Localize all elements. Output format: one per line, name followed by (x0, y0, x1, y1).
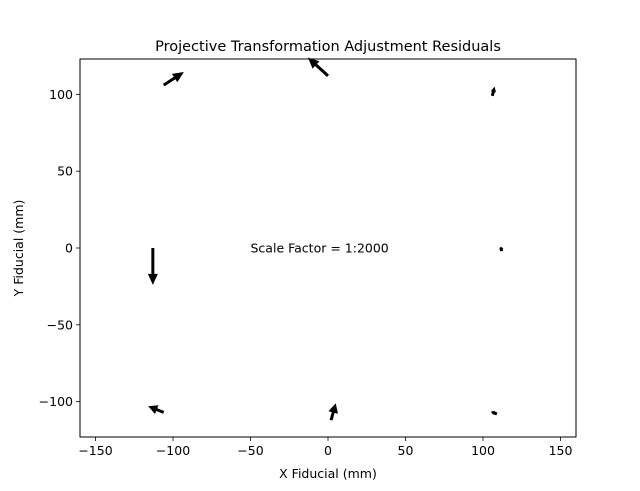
residual-arrow (162, 72, 184, 87)
plot-area: Scale Factor = 1:2000 (79, 57, 577, 438)
x-tick-label: −50 (237, 443, 263, 458)
arrow-group (147, 57, 504, 421)
residual-arrow (147, 248, 158, 285)
x-tick-label: 0 (324, 443, 332, 458)
residual-arrow (490, 86, 496, 97)
y-tick-label: −50 (47, 317, 73, 332)
y-tick-label: 0 (65, 241, 73, 256)
plot-frame (79, 58, 577, 438)
residual-arrow (490, 410, 498, 416)
y-tick-label: 50 (57, 164, 73, 179)
x-tick-label: 50 (398, 443, 414, 458)
residual-arrow (328, 403, 338, 421)
x-tick-label: 100 (471, 443, 495, 458)
x-axis-label: X Fiducial (mm) (279, 466, 377, 481)
x-tick-label: −100 (156, 443, 190, 458)
y-tick-label: 100 (49, 87, 73, 102)
x-axis: −150 −100 −50 0 50 100 150 (78, 437, 572, 458)
y-tick-label: −100 (39, 394, 73, 409)
scale-factor-annotation: Scale Factor = 1:2000 (251, 241, 389, 256)
residual-arrow (148, 405, 165, 414)
y-axis: −100 −50 0 50 100 (39, 87, 80, 409)
x-tick-label: −150 (78, 443, 112, 458)
residual-arrow (499, 246, 504, 252)
y-axis-label: Y Fiducial (mm) (11, 200, 26, 298)
residual-arrow (307, 57, 330, 78)
x-tick-label: 150 (549, 443, 573, 458)
chart-title: Projective Transformation Adjustment Res… (155, 39, 501, 55)
